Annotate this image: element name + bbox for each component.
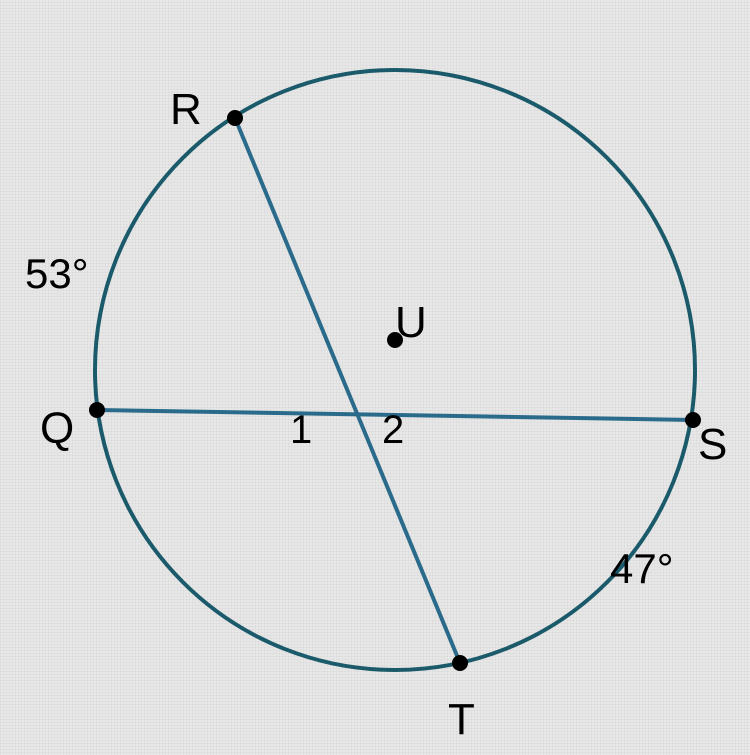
point-q xyxy=(89,402,105,418)
label-t: T xyxy=(448,695,475,745)
label-u: U xyxy=(395,298,427,348)
point-r xyxy=(227,110,243,126)
angle-label-1: 1 xyxy=(290,408,312,453)
arc-label-qr: 53° xyxy=(25,250,89,298)
point-t xyxy=(452,655,468,671)
label-q: Q xyxy=(40,404,74,454)
label-s: S xyxy=(698,420,727,470)
main-circle xyxy=(95,70,695,670)
circle-diagram: R Q S T U 53° 47° 1 2 xyxy=(0,0,750,750)
arc-label-st: 47° xyxy=(610,545,674,593)
diagram-svg xyxy=(0,0,750,750)
angle-label-2: 2 xyxy=(382,408,404,453)
chord-rt xyxy=(235,118,460,663)
label-r: R xyxy=(170,85,202,135)
